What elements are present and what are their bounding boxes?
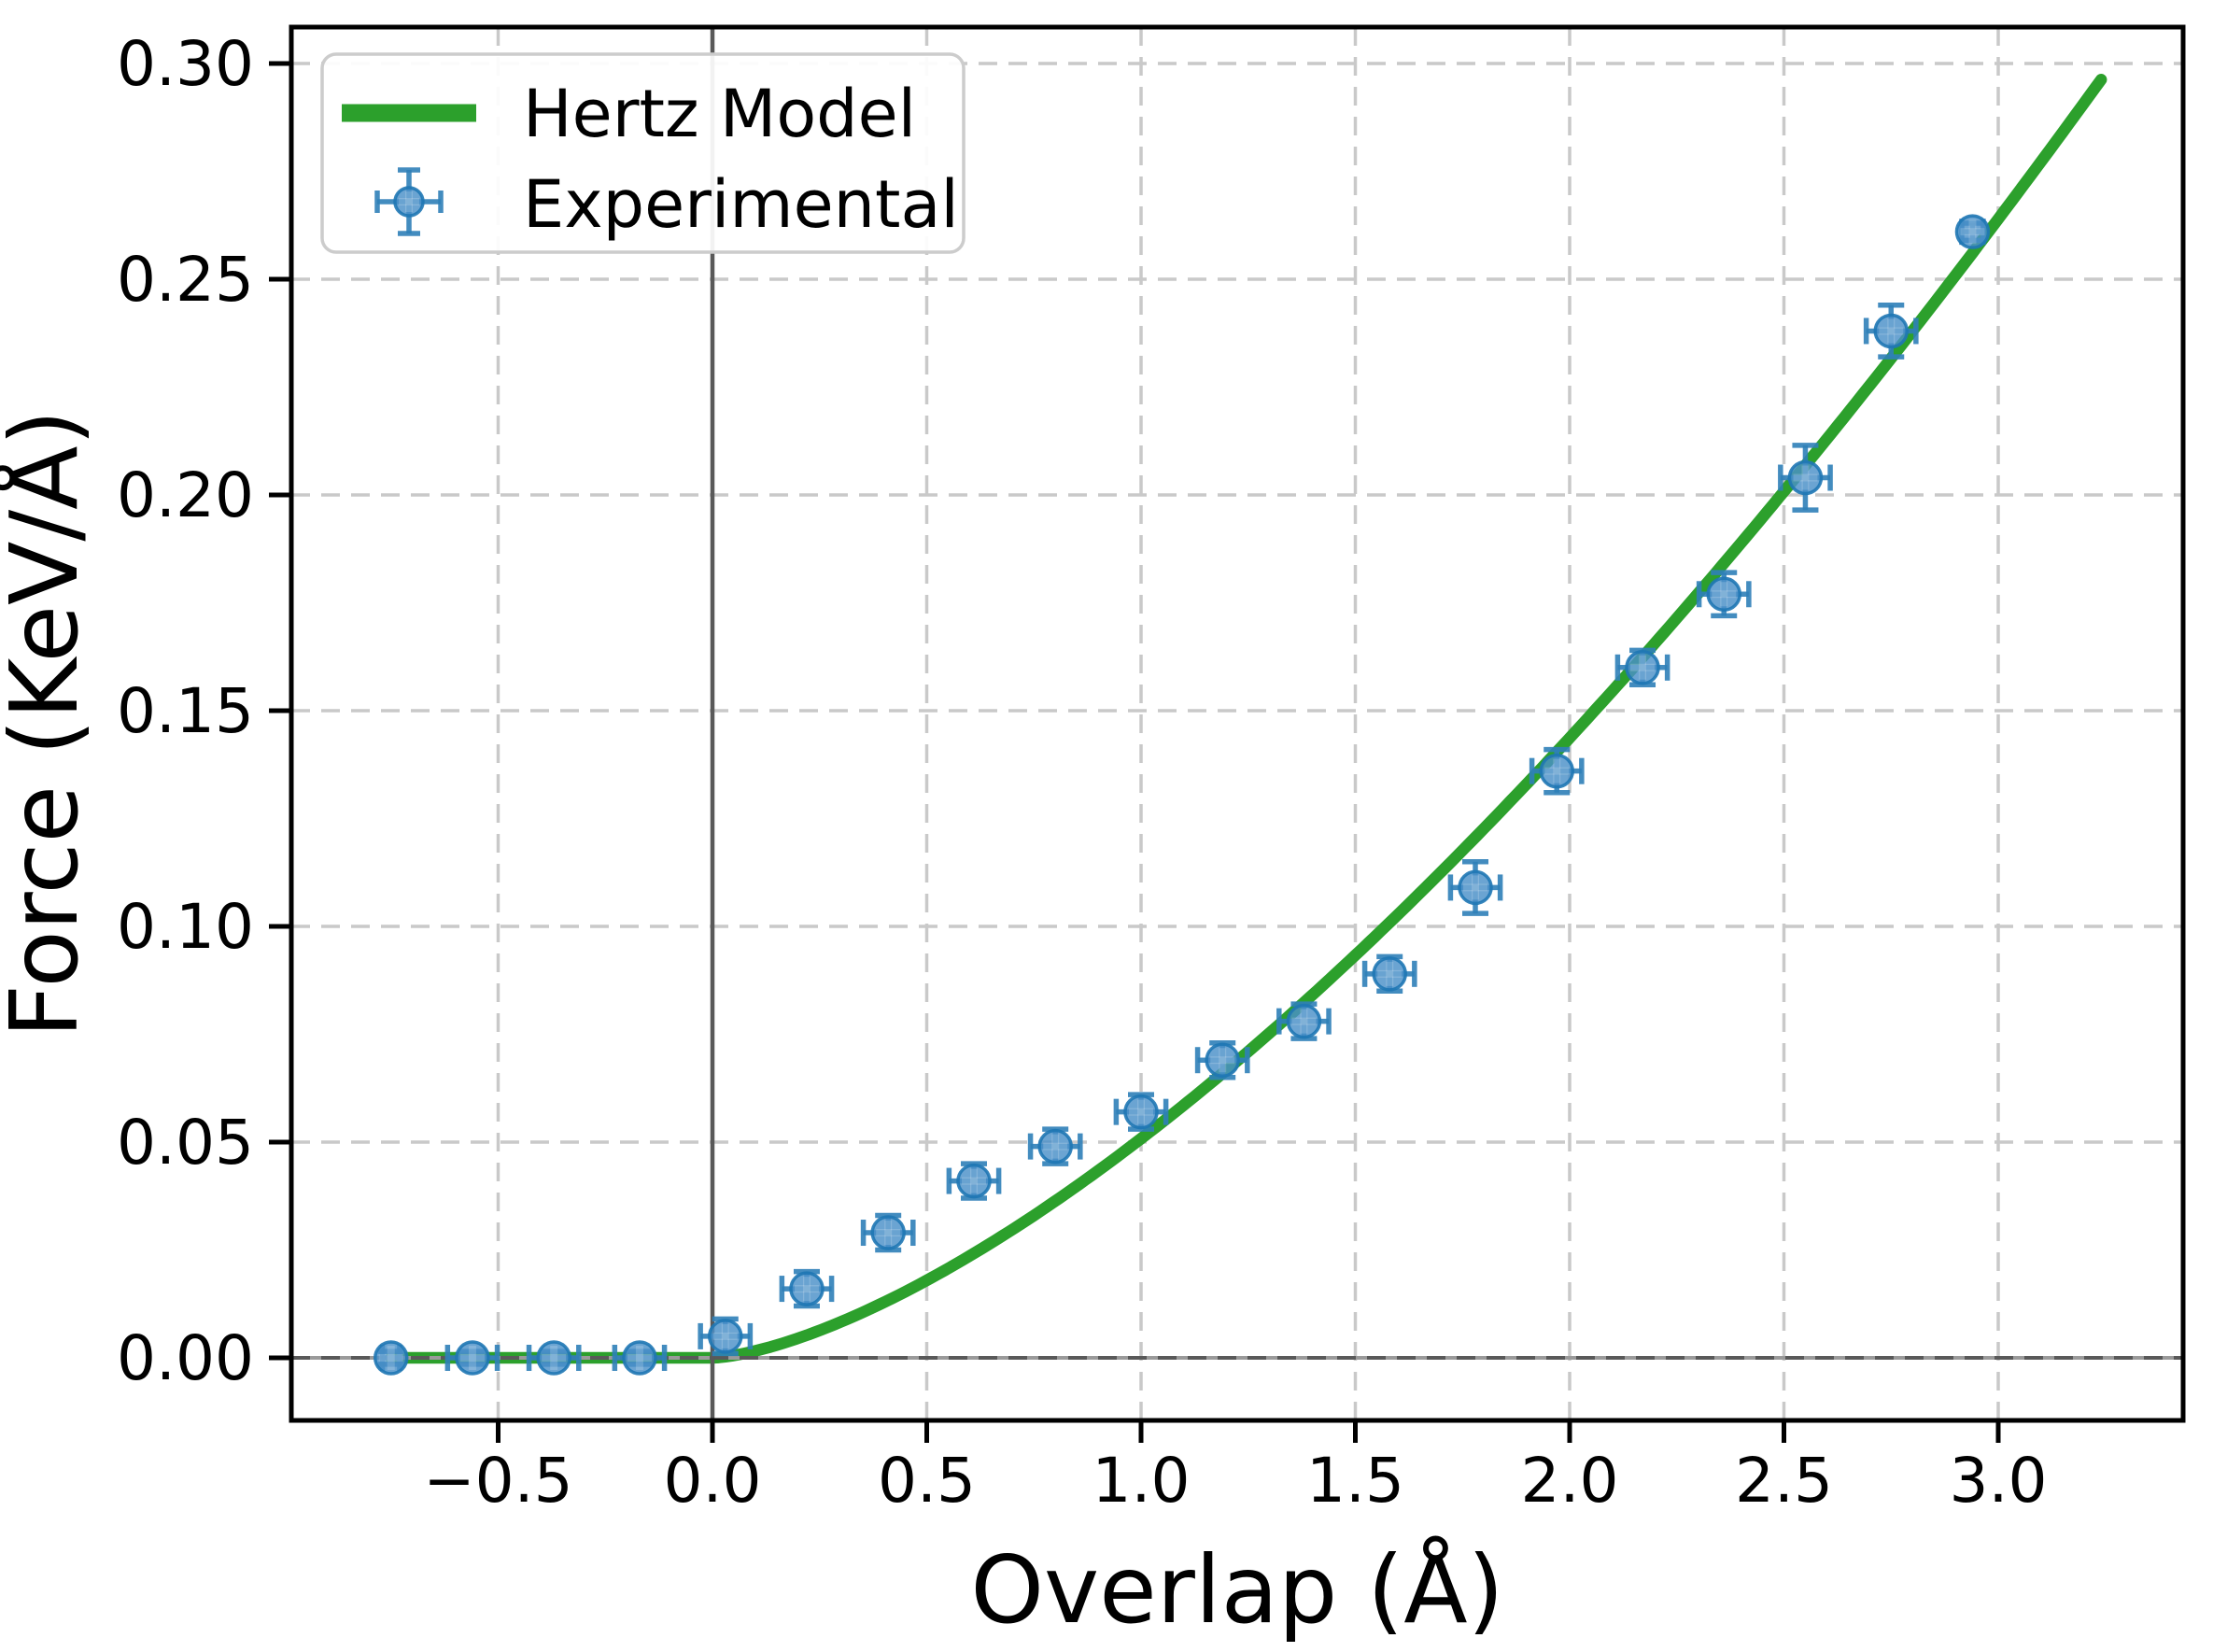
- legend-label-experimental: Experimental: [523, 166, 959, 243]
- data-point: [612, 1340, 668, 1376]
- zero-reference-lines: [291, 27, 2183, 1420]
- data-point: [444, 1340, 500, 1376]
- data-marker: [1539, 753, 1574, 789]
- y-axis-label: Force (KeV/Å): [0, 410, 99, 1038]
- x-axis-label: Overlap (Å): [970, 1534, 1503, 1645]
- data-marker: [1625, 650, 1660, 685]
- data-marker: [708, 1319, 743, 1354]
- x-tick-label: −0.5: [423, 1445, 572, 1517]
- data-point: [1696, 570, 1752, 619]
- data-marker: [956, 1163, 992, 1199]
- hertz-curve-path: [385, 74, 2107, 1364]
- axes-spines-ticks: [269, 24, 2186, 1443]
- x-tick-label: 1.0: [1092, 1445, 1191, 1517]
- y-tick-label: 0.30: [117, 28, 254, 100]
- y-tick-label: 0.20: [117, 459, 254, 531]
- tick-labels: −0.5 0.0 0.5 1.0 1.5 2.0 2.5 3.0 0.00 0.05 0.10 0.1…: [117, 28, 2047, 1517]
- data-marker: [1706, 576, 1741, 613]
- experimental-points: [374, 214, 1991, 1376]
- data-point: [526, 1340, 582, 1376]
- data-marker: [1954, 214, 1991, 249]
- x-tick-label: 1.5: [1306, 1445, 1404, 1517]
- hertz-model-curve: [385, 74, 2107, 1364]
- x-tick-label: 3.0: [1950, 1445, 2048, 1517]
- data-point: [374, 1340, 409, 1376]
- data-marker: [789, 1271, 825, 1306]
- data-marker: [622, 1340, 657, 1376]
- data-point: [1027, 1126, 1083, 1166]
- x-tick-label: 2.5: [1735, 1445, 1833, 1517]
- data-point: [860, 1212, 916, 1253]
- legend: Hertz Model Experimental: [320, 52, 966, 254]
- data-point: [698, 1316, 754, 1357]
- data-point: [1778, 443, 1833, 513]
- legend-box: [320, 52, 966, 254]
- data-point: [1614, 647, 1670, 688]
- data-point: [1529, 746, 1585, 796]
- data-marker: [1787, 459, 1824, 496]
- data-marker: [870, 1215, 906, 1250]
- gridlines: [291, 27, 2183, 1420]
- x-tick-label: 2.0: [1521, 1445, 1619, 1517]
- data-marker: [1205, 1042, 1240, 1078]
- data-point: [1194, 1039, 1250, 1080]
- data-marker: [1873, 313, 1909, 349]
- data-marker: [374, 1340, 409, 1376]
- x-tick-label: 0.5: [878, 1445, 976, 1517]
- plot-border: [289, 24, 2186, 1423]
- data-marker: [393, 186, 425, 218]
- data-point: [946, 1161, 1002, 1201]
- data-point: [1113, 1092, 1169, 1132]
- y-tick-label: 0.25: [117, 244, 254, 316]
- data-point: [1276, 1001, 1332, 1041]
- y-tick-label: 0.00: [117, 1322, 254, 1394]
- y-tick-label: 0.10: [117, 891, 254, 963]
- data-marker: [1286, 1003, 1322, 1039]
- data-point: [1954, 214, 1991, 249]
- legend-label-hertz: Hertz Model: [523, 76, 916, 152]
- data-marker: [455, 1340, 490, 1376]
- legend-errorbar-marker: [374, 167, 444, 236]
- data-point: [1863, 302, 1919, 360]
- data-marker: [1372, 956, 1407, 992]
- x-tick-label: 0.0: [664, 1445, 762, 1517]
- data-marker: [1458, 869, 1493, 906]
- y-tick-label: 0.05: [117, 1107, 254, 1179]
- y-tick-label: 0.15: [117, 675, 254, 747]
- data-marker: [536, 1340, 571, 1376]
- data-point: [779, 1268, 835, 1309]
- data-marker: [1123, 1094, 1159, 1130]
- data-point: [1361, 953, 1417, 995]
- data-marker: [1037, 1128, 1073, 1165]
- data-point: [1447, 858, 1503, 916]
